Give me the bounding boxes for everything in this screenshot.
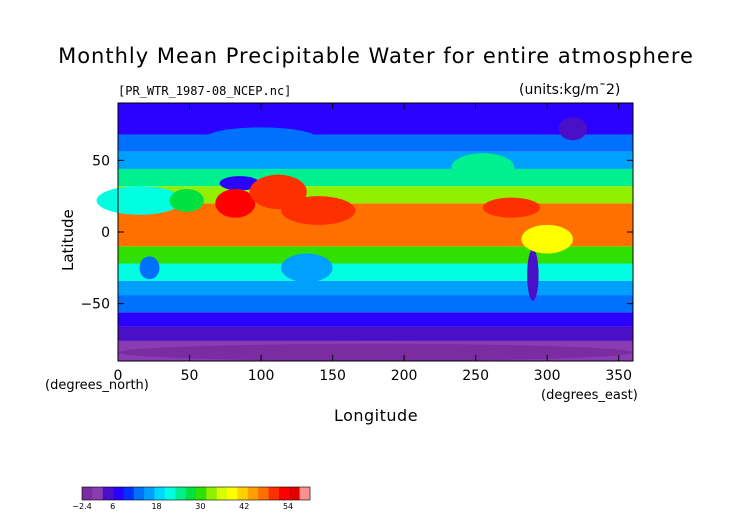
y-axis-units: (degrees_north) — [45, 378, 149, 393]
axis-ticks: 0 50 100 150 200 250 300 350 −50 0 50 — [80, 103, 633, 384]
colorbar-tick-label: 30 — [195, 502, 205, 511]
colorbar-swatch — [206, 487, 218, 500]
y-tick-label: 0 — [101, 225, 110, 241]
colorbar-swatch — [196, 487, 207, 500]
x-tick-label: 0 — [114, 368, 123, 384]
colorbar-tick-label: 42 — [239, 502, 249, 511]
x-tick-label: 350 — [605, 368, 632, 384]
colorbar-swatch — [123, 487, 135, 500]
colorbar-swatch — [258, 487, 269, 500]
colorbar-swatch — [289, 487, 300, 500]
x-tick-label: 50 — [181, 368, 199, 384]
colorbar-swatch — [185, 487, 197, 500]
feature-sahara-dry — [96, 186, 183, 215]
colorbar-tick-label: −2.4 — [72, 502, 91, 511]
colorbar-tick-label: 18 — [151, 502, 161, 511]
heatmap-band-10 — [118, 151, 633, 169]
feature-india-monsoon — [215, 189, 256, 218]
x-axis-units: (degrees_east) — [541, 388, 638, 403]
colorbar-tick-label: 54 — [283, 502, 293, 511]
colorbar-swatch — [216, 487, 228, 500]
units-label: (units:kg/m¯2) — [519, 82, 621, 98]
feature-caribbean-warm — [482, 197, 541, 218]
colorbar-swatch — [82, 487, 93, 500]
feature-tibet-dry — [219, 176, 260, 191]
feature-arabia-dry — [169, 189, 204, 212]
colorbar-tick-label: 6 — [110, 502, 115, 511]
y-tick-label: 50 — [92, 153, 110, 169]
colorbar-swatch — [113, 487, 124, 500]
colorbar-swatch — [247, 487, 259, 500]
colorbar-swatch — [175, 487, 186, 500]
x-tick-label: 150 — [319, 368, 346, 384]
feature-siberia — [203, 127, 319, 151]
colorbar-swatch — [102, 487, 114, 500]
colorbar-swatch — [164, 487, 176, 500]
colorbar-swatch — [154, 487, 166, 500]
colorbar-frame — [81, 486, 311, 501]
y-tick-label: −50 — [80, 297, 110, 313]
feature-australia-dry — [281, 253, 333, 283]
feature-westpac-warm — [281, 196, 356, 225]
chart-subtitle: [PR_WTR_1987-08_NCEP.nc] — [118, 84, 292, 98]
feature-andes-dry — [527, 249, 539, 301]
feature-southafrica-dry — [139, 256, 160, 280]
heatmap-band-2 — [118, 312, 633, 327]
x-tick-label: 100 — [248, 368, 275, 384]
chart-title: Monthly Mean Precipitable Water for enti… — [58, 44, 694, 68]
heatmap-band-9 — [118, 168, 633, 187]
heatmap-regional-features — [96, 117, 633, 361]
colorbar-swatch — [278, 487, 290, 500]
colorbar-swatch — [92, 487, 104, 500]
feature-greenland-dry — [558, 117, 588, 141]
x-tick-label: 250 — [462, 368, 489, 384]
colorbar-swatch — [268, 487, 280, 500]
feature-antarctic-violet — [118, 343, 633, 361]
heatmap-band-4 — [118, 280, 633, 296]
feature-amazon-moist — [521, 224, 573, 254]
colorbar: −2.4 6 18 30 42 54 — [72, 486, 311, 511]
heatmap-band-1 — [118, 326, 633, 341]
heatmap-band-11 — [118, 134, 633, 152]
x-tick-label: 300 — [534, 368, 561, 384]
colorbar-swatch — [237, 487, 249, 500]
heatmap-band-6 — [118, 246, 633, 264]
x-axis-label: Longitude — [333, 406, 419, 425]
x-tick-label: 200 — [391, 368, 418, 384]
heatmap-band-12 — [118, 103, 633, 135]
feature-northamerica — [451, 153, 515, 182]
colorbar-swatch — [227, 487, 238, 500]
colorbar-swatch — [144, 487, 155, 500]
colorbar-swatch — [133, 487, 145, 500]
heatmap-band-5 — [118, 263, 633, 281]
heatmap-band-3 — [118, 295, 633, 313]
colorbar-swatch — [299, 487, 311, 500]
